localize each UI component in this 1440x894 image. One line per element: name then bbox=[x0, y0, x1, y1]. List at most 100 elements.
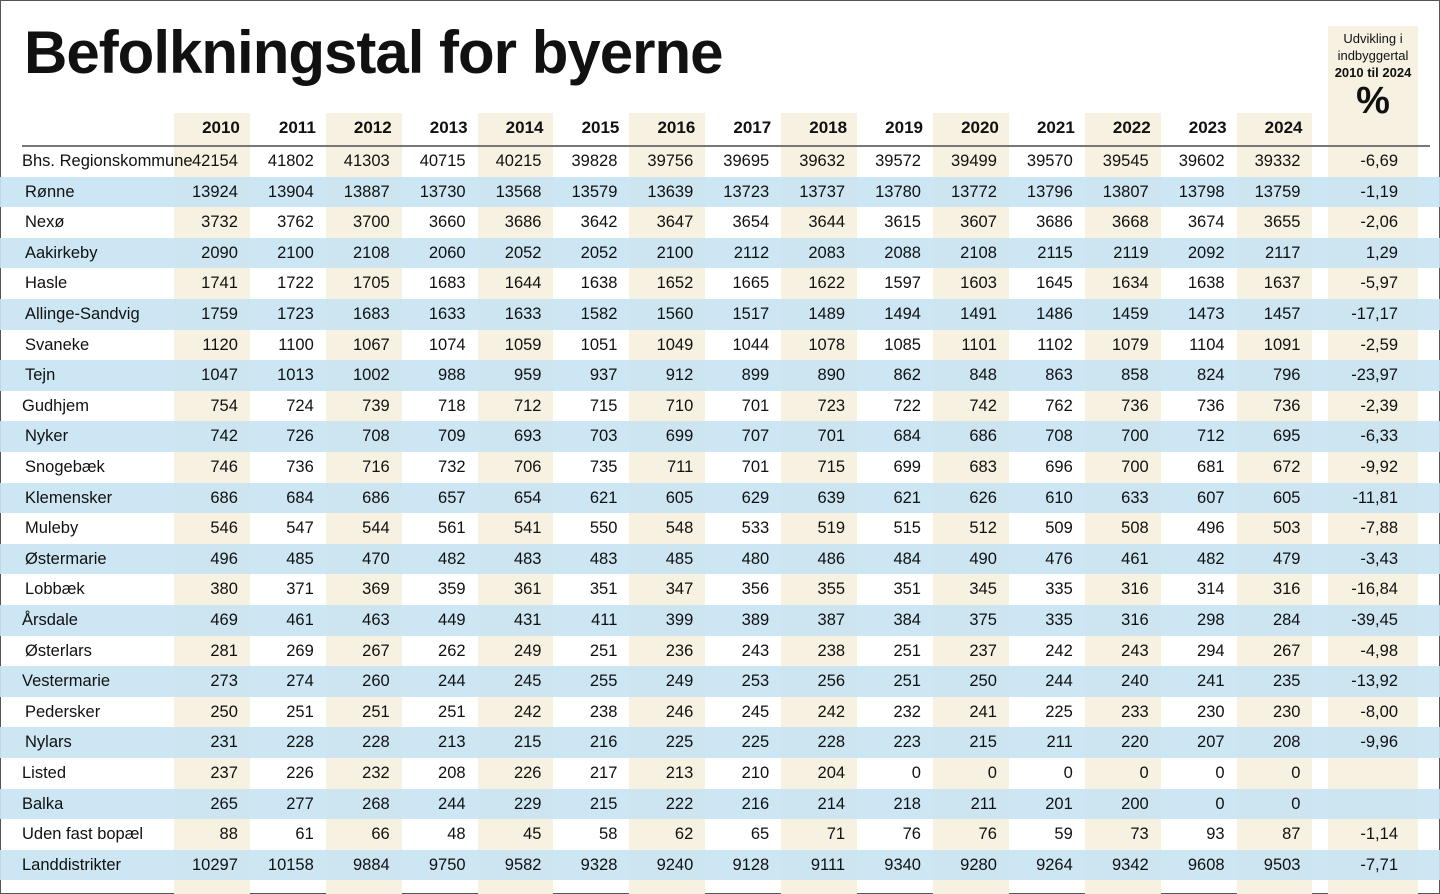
cell-2013: 40715 bbox=[419, 152, 466, 170]
cell-2010: 1120 bbox=[202, 335, 238, 354]
cell-2019: 515 bbox=[893, 519, 921, 538]
cell-pct-change: -9,92 bbox=[1360, 458, 1398, 476]
table-row: Vestermarie 273 274 260 244 245 255 249 253 256 25… bbox=[0, 666, 1440, 697]
cell-2024: 0 bbox=[1291, 794, 1301, 813]
cell-pct-change: 1,29 bbox=[1365, 243, 1398, 262]
cell-2015: 216 bbox=[589, 733, 618, 752]
cell-2011: 3762 bbox=[277, 213, 314, 232]
cell-2021: 335 bbox=[1045, 611, 1073, 629]
cell-2015: 3642 bbox=[580, 213, 618, 232]
cell-2014: 229 bbox=[513, 794, 542, 813]
cell-2022: 700 bbox=[1121, 458, 1149, 476]
cell-2017: 533 bbox=[741, 519, 770, 538]
cell-2017: 701 bbox=[741, 458, 770, 476]
cell-2012: 369 bbox=[362, 580, 390, 599]
cell-2021: 13796 bbox=[1026, 182, 1073, 201]
year-header-2011: 2011 bbox=[278, 118, 316, 137]
cell-2024: 736 bbox=[1272, 396, 1301, 415]
cell-2016: 222 bbox=[665, 794, 694, 813]
cell-2022: 73 bbox=[1130, 825, 1149, 844]
cell-2017: 210 bbox=[741, 764, 770, 782]
cell-2012: 41303 bbox=[343, 152, 390, 170]
year-header-2012: 2012 bbox=[353, 118, 392, 137]
cell-2024: 479 bbox=[1272, 549, 1301, 568]
cell-2018: 228 bbox=[817, 733, 846, 752]
cell-2021: 708 bbox=[1045, 427, 1073, 446]
cell-2024: 267 bbox=[1272, 641, 1301, 660]
cell-2019: 621 bbox=[893, 488, 921, 507]
row-label: Vestermarie bbox=[22, 672, 111, 691]
cell-2016: 1560 bbox=[656, 305, 694, 323]
cell-2018: 2083 bbox=[808, 243, 846, 262]
cell-2021: 59 bbox=[1054, 825, 1073, 844]
cell-2015: 550 bbox=[589, 519, 618, 538]
cell-2021: 335 bbox=[1045, 580, 1073, 599]
cell-2013: 709 bbox=[438, 427, 466, 446]
header-divider bbox=[22, 145, 1430, 147]
cell-2023: 294 bbox=[1197, 641, 1225, 660]
cell-2016: 711 bbox=[666, 458, 694, 476]
cell-2021: 225 bbox=[1045, 702, 1073, 721]
cell-2024: 1637 bbox=[1263, 274, 1301, 293]
cell-2022: 200 bbox=[1121, 794, 1149, 813]
cell-2016: 249 bbox=[665, 672, 694, 691]
cell-2013: 732 bbox=[438, 458, 466, 476]
cell-2010: 686 bbox=[210, 488, 238, 507]
cell-2017: 39695 bbox=[723, 152, 770, 170]
table-row: Nexø 3732 3762 3700 3660 3686 3642 3647 3654 3644… bbox=[0, 207, 1440, 238]
row-label: Nexø bbox=[25, 213, 65, 232]
cell-2020: 13772 bbox=[951, 182, 997, 201]
cell-2021: 762 bbox=[1045, 396, 1073, 415]
cell-2016: 2100 bbox=[656, 243, 694, 262]
cell-2021: 242 bbox=[1045, 641, 1073, 660]
pct-header-line2: indbyggertal bbox=[1337, 48, 1409, 63]
cell-2011: 251 bbox=[286, 702, 314, 721]
cell-2014: 483 bbox=[513, 549, 542, 568]
cell-2011: 736 bbox=[286, 458, 314, 476]
cell-2021: 1645 bbox=[1036, 274, 1073, 293]
cell-2020: 512 bbox=[969, 519, 997, 538]
cell-2023: 1104 bbox=[1189, 335, 1225, 354]
cell-2017: 216 bbox=[741, 794, 770, 813]
row-label: Balka bbox=[22, 794, 64, 813]
cell-pct-change: -2,39 bbox=[1360, 396, 1398, 415]
cell-2019: 1085 bbox=[884, 335, 921, 354]
cell-2018: 39632 bbox=[799, 152, 846, 170]
cell-2016: 39756 bbox=[647, 152, 694, 170]
cell-2015: 58 bbox=[599, 825, 618, 844]
cell-2017: 701 bbox=[741, 396, 770, 415]
cell-2020: 0 bbox=[987, 764, 997, 782]
cell-2011: 228 bbox=[286, 733, 314, 752]
cell-2014: 215 bbox=[513, 733, 542, 752]
cell-2018: 3644 bbox=[808, 213, 846, 232]
cell-2011: 274 bbox=[286, 672, 314, 691]
cell-2016: 1049 bbox=[656, 335, 694, 354]
cell-2016: 485 bbox=[665, 549, 694, 568]
cell-2011: 10158 bbox=[267, 855, 314, 874]
cell-2010: 1759 bbox=[201, 305, 238, 323]
year-header-2021: 2021 bbox=[1036, 118, 1075, 137]
cell-2016: 246 bbox=[665, 702, 694, 721]
cell-2017: 1044 bbox=[732, 335, 770, 354]
cell-2021: 2115 bbox=[1037, 243, 1073, 262]
cell-2022: 700 bbox=[1121, 427, 1149, 446]
cell-2022: 0 bbox=[1139, 764, 1149, 782]
cell-2013: 213 bbox=[438, 733, 466, 752]
table-row: Svaneke 1120 1100 1067 1074 1059 1051 1049 1044 1… bbox=[0, 330, 1440, 361]
cell-2011: 461 bbox=[286, 611, 314, 629]
row-label: Listed bbox=[22, 764, 67, 782]
cell-2023: 207 bbox=[1197, 733, 1225, 752]
cell-2020: 1603 bbox=[960, 274, 997, 293]
cell-2019: 684 bbox=[893, 427, 921, 446]
cell-2012: 544 bbox=[362, 519, 390, 538]
year-header-2016: 2016 bbox=[657, 118, 696, 137]
cell-2014: 712 bbox=[513, 396, 542, 415]
cell-2018: 715 bbox=[817, 458, 846, 476]
cell-2023: 93 bbox=[1206, 825, 1225, 844]
cell-2010: 754 bbox=[210, 396, 238, 415]
cell-2011: 371 bbox=[286, 580, 314, 599]
cell-2020: 250 bbox=[969, 672, 997, 691]
cell-2017: 389 bbox=[741, 611, 770, 629]
cell-2020: 1491 bbox=[960, 305, 997, 323]
cell-2023: 298 bbox=[1197, 611, 1225, 629]
